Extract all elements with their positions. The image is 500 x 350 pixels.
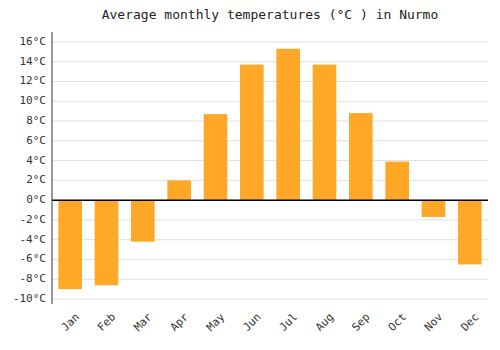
grid-line — [52, 160, 488, 161]
x-tick-label: Mar — [131, 310, 155, 334]
x-tick-label: May — [204, 310, 228, 334]
x-tick-label: Oct — [386, 311, 409, 334]
y-tick-label: -8°C — [20, 272, 47, 285]
y-tick-label: 8°C — [26, 114, 46, 127]
y-tick-label: 12°C — [20, 74, 47, 87]
x-ticks: Jan Feb Mar Apr May Jun Jul Aug Sep Oct Nov Dec — [59, 310, 482, 334]
y-tick-label: 2°C — [26, 173, 46, 186]
bar — [204, 114, 228, 200]
grid-line — [52, 61, 488, 62]
x-tick-label: Apr — [168, 310, 192, 334]
grid-line — [52, 180, 488, 181]
bar — [276, 49, 300, 200]
y-tick-label: -10°C — [13, 292, 46, 305]
y-tick-label: -2°C — [20, 213, 47, 226]
bars — [58, 49, 481, 289]
zero-line — [52, 199, 488, 201]
y-tick-label: 14°C — [20, 55, 47, 68]
x-tick-label: Aug — [313, 311, 336, 334]
bar — [167, 180, 191, 200]
y-tick-label: 4°C — [26, 154, 46, 167]
title: Average monthly temperatures (°C ) in Nu… — [102, 7, 439, 22]
x-tick-label: Nov — [422, 310, 446, 334]
grid-line — [52, 81, 488, 82]
bar — [385, 162, 409, 201]
grid-line — [52, 101, 488, 102]
x-tick-label: Jun — [240, 311, 263, 334]
y-tick-label: -4°C — [20, 233, 47, 246]
y-ticks: -10°C -8°C -6°C -4°C -2°C 0°C 2°C 4°C 6°C 8°C 10°C… — [13, 35, 46, 305]
bar — [349, 113, 373, 200]
grid-line — [52, 41, 488, 42]
grid — [52, 42, 488, 299]
chart: -10°C -8°C -6°C -4°C -2°C 0°C 2°C 4°C 6°C 8°C 10°C… — [0, 0, 500, 350]
x-tick-label: Jul — [277, 311, 300, 334]
y-tick-label: 0°C — [26, 193, 46, 206]
bar — [95, 200, 119, 285]
x-tick-label: Dec — [458, 311, 481, 334]
x-tick-label: Sep — [349, 311, 372, 334]
grid-line — [52, 121, 488, 122]
grid-line — [52, 140, 488, 141]
chart-container: -10°C -8°C -6°C -4°C -2°C 0°C 2°C 4°C 6°C 8°C 10°C… — [0, 0, 500, 350]
grid-line — [52, 299, 488, 300]
grid-line — [52, 200, 488, 201]
bar — [240, 65, 264, 201]
x-tick-label: Feb — [95, 311, 118, 334]
y-axis-line — [52, 32, 53, 304]
bar — [458, 200, 482, 264]
y-tick-label: -6°C — [20, 252, 47, 265]
bar — [313, 65, 337, 201]
x-tick-label: Jan — [59, 311, 82, 334]
y-tick-label: 10°C — [20, 94, 47, 107]
y-tick-label: 16°C — [20, 35, 47, 48]
bar — [131, 200, 155, 242]
y-tick-label: 6°C — [26, 134, 46, 147]
bar — [422, 200, 446, 217]
bar — [58, 200, 82, 289]
